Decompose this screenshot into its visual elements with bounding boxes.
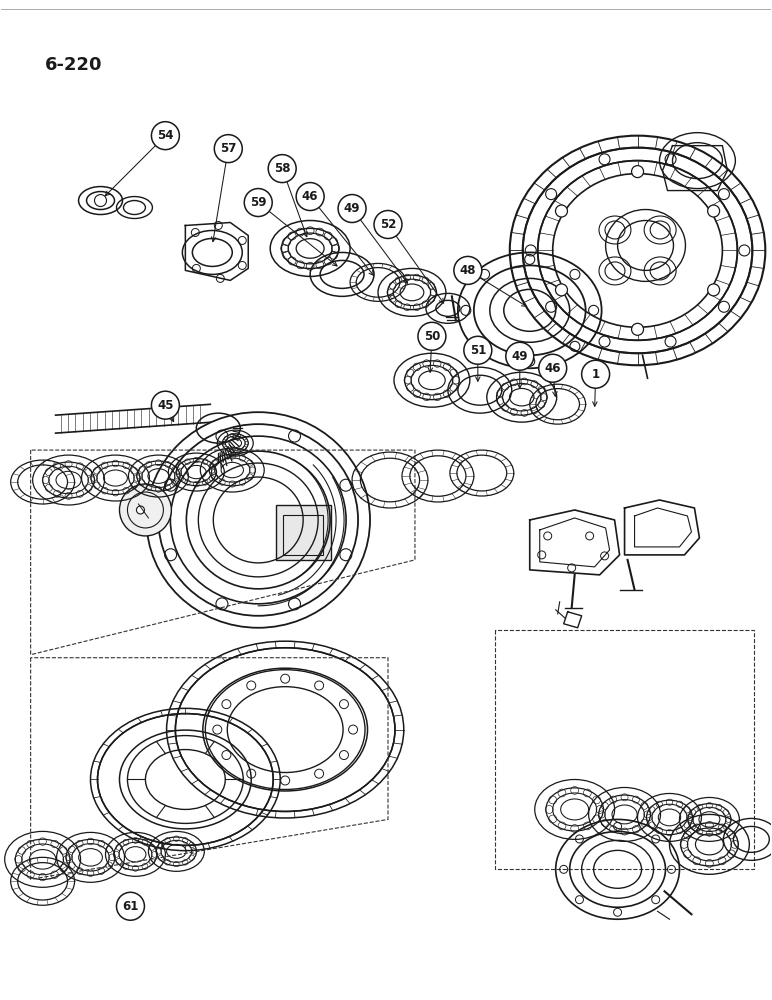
Circle shape [708,284,720,296]
Text: 50: 50 [424,330,440,343]
Circle shape [120,484,171,536]
FancyBboxPatch shape [276,505,331,560]
Circle shape [464,336,492,364]
Circle shape [215,135,242,163]
Text: 45: 45 [157,399,174,412]
Text: 6-220: 6-220 [45,56,102,74]
Text: 59: 59 [250,196,266,209]
Circle shape [244,189,273,217]
Circle shape [556,205,567,217]
Text: 58: 58 [274,162,290,175]
Circle shape [539,354,567,382]
Circle shape [127,903,134,911]
Text: 49: 49 [512,350,528,363]
Circle shape [137,506,144,514]
Circle shape [296,183,324,211]
Text: 49: 49 [344,202,361,215]
Circle shape [454,256,482,284]
Circle shape [418,322,446,350]
Circle shape [708,205,720,217]
Text: 51: 51 [469,344,486,357]
Text: 46: 46 [544,362,561,375]
Circle shape [374,211,402,238]
Text: 52: 52 [380,218,396,231]
Circle shape [117,892,144,920]
Circle shape [631,166,644,178]
Circle shape [268,155,296,183]
Text: 1: 1 [591,368,600,381]
Text: 61: 61 [122,900,139,913]
Circle shape [506,342,533,370]
Text: 57: 57 [220,142,236,155]
Text: 46: 46 [302,190,318,203]
Circle shape [556,284,567,296]
Text: 54: 54 [157,129,174,142]
Circle shape [581,360,610,388]
Circle shape [338,195,366,223]
Text: 48: 48 [459,264,476,277]
Circle shape [151,122,179,150]
Circle shape [631,323,644,335]
Circle shape [151,391,179,419]
